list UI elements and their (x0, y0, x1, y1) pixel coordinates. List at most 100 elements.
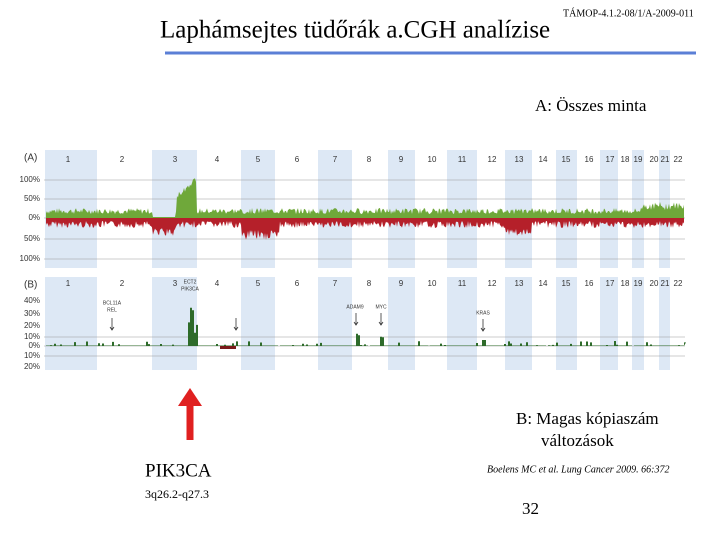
chromosome-label: 5 (256, 279, 261, 288)
chromosome-band (388, 150, 415, 268)
chromosome-label: 8 (367, 279, 372, 288)
chromosome-band (45, 150, 97, 268)
caption-b: B: Magas kópiaszám (516, 409, 659, 428)
chromosome-label: 1 (66, 155, 71, 164)
chromosome-label: 4 (215, 155, 220, 164)
chromosome-band (45, 277, 97, 370)
chromosome-label: 2 (120, 279, 125, 288)
chromosome-label: 9 (399, 279, 404, 288)
citation: Boelens MC et al. Lung Cancer 2009. 66:3… (487, 464, 669, 475)
chromosome-label: 21 (661, 155, 670, 164)
gene-annotation: MYC (375, 304, 387, 310)
chromosome-label: 14 (539, 155, 548, 164)
chromosome-label: 20 (650, 279, 659, 288)
acgh-figure: 1 2 3 4 5 6 7 8 9 10 11 12 13 14 15 16 17 18 19 20 21 221 2 3 4 5… (20, 150, 686, 371)
chromosome-label: 6 (295, 155, 300, 164)
chromosome-label: 11 (458, 155, 467, 164)
loss-trace (46, 218, 684, 240)
chromosome-label: 19 (634, 155, 643, 164)
chromosome-label: 18 (621, 279, 630, 288)
chromosome-label: 4 (215, 279, 220, 288)
chromosome-band (556, 277, 577, 370)
chromosome-label: 21 (661, 279, 670, 288)
chromosome-label: 9 (399, 155, 404, 164)
panel-label: (A) (24, 153, 37, 164)
chromosome-label: 16 (585, 279, 594, 288)
chromosome-band (241, 150, 275, 268)
annotation-arrow (378, 313, 384, 326)
chromosome-label: 13 (515, 279, 524, 288)
chromosome-label: 13 (515, 155, 524, 164)
y-tick-label: 20% (24, 321, 40, 330)
y-tick-label: 100% (20, 175, 40, 184)
chromosome-label: 17 (606, 279, 615, 288)
chromosome-label: 16 (585, 155, 594, 164)
gene-annotation: PIK3CA (181, 286, 199, 292)
chromosome-band (388, 277, 415, 370)
gene-annotation: ECT2 (184, 279, 197, 285)
chromosome-label: 19 (634, 279, 643, 288)
chromosome-label: 10 (428, 279, 437, 288)
chromosome-label: 12 (488, 155, 497, 164)
chromosome-label: 12 (488, 279, 497, 288)
panel-label: (B) (24, 280, 37, 291)
chromosome-band (241, 277, 275, 370)
chromosome-label: 22 (674, 155, 683, 164)
gene-annotation: REL (107, 307, 117, 313)
chromosome-label: 20 (650, 155, 659, 164)
title: Laphámsejtes tüdőrák a.CGH analízise (160, 17, 550, 44)
arrow-head (178, 388, 202, 406)
y-tick-label: 20% (24, 362, 40, 371)
y-tick-label: 50% (24, 234, 40, 243)
chromosome-band (600, 150, 618, 268)
y-tick-label: 0% (28, 213, 40, 222)
chromosome-label: 5 (256, 155, 261, 164)
chromosome-label: 15 (562, 279, 571, 288)
y-tick-label: 10% (24, 332, 40, 341)
chromosome-label: 18 (621, 155, 630, 164)
chromosome-band (447, 150, 477, 268)
y-tick-label: 0% (28, 341, 40, 350)
chromosome-band (505, 277, 532, 370)
chromosome-label: 15 (562, 155, 571, 164)
annotation-arrow (353, 313, 359, 326)
chromosome-label: 2 (120, 155, 125, 164)
chromosome-band (600, 277, 618, 370)
annotation-arrow (233, 318, 239, 331)
chromosome-band (632, 277, 644, 370)
gene-name: PIK3CA (145, 460, 212, 481)
chromosome-band (318, 277, 352, 370)
chromosome-band (659, 277, 670, 370)
chromosome-label: 10 (428, 155, 437, 164)
y-tick-label: 50% (24, 194, 40, 203)
gain-trace (46, 178, 684, 218)
gene-annotation: BCL11A (103, 300, 122, 306)
gene-annotation: ADAM9 (346, 304, 363, 310)
chromosome-band (505, 150, 532, 268)
deletion-mark (220, 346, 236, 349)
chromosome-label: 22 (674, 279, 683, 288)
chromosome-label: 1 (66, 279, 71, 288)
y-tick-label: 100% (20, 254, 40, 263)
y-tick-label: 40% (24, 296, 40, 305)
chromosome-label: 7 (333, 279, 338, 288)
chromosome-label: 8 (367, 155, 372, 164)
chromosome-label: 11 (458, 279, 467, 288)
page-number: 32 (522, 499, 539, 518)
chromosome-band (556, 150, 577, 268)
chromosome-label: 6 (295, 279, 300, 288)
chromosome-band (632, 150, 644, 268)
project-code: TÁMOP-4.1.2-08/1/A-2009-011 (563, 7, 694, 19)
chromosome-label: 7 (333, 155, 338, 164)
chromosome-label: 14 (539, 279, 548, 288)
annotation-arrow (109, 318, 115, 331)
gene-annotation: KRAS (476, 310, 490, 316)
chromosome-band (447, 277, 477, 370)
y-tick-label: 30% (24, 309, 40, 318)
chromosome-label: 3 (173, 279, 178, 288)
y-tick-label: 10% (24, 351, 40, 360)
chromosome-label: 3 (173, 155, 178, 164)
chromosome-label: 17 (606, 155, 615, 164)
